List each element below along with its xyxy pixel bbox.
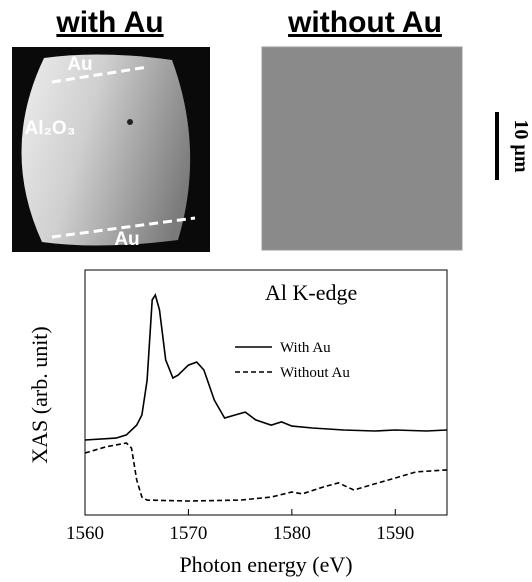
y-axis-label: XAS (arb. unit) (27, 326, 52, 463)
x-tick-label: 1560 (66, 523, 104, 544)
image-label: Au (67, 54, 92, 75)
image-spot (127, 119, 133, 125)
image-label: Al₂O₃ (24, 118, 75, 139)
panel-title: with Au (55, 6, 163, 39)
series-line (85, 443, 447, 501)
annotation: Al K-edge (265, 280, 357, 305)
x-tick-label: 1590 (376, 523, 414, 544)
series-line (85, 295, 447, 440)
legend-label: Without Au (280, 365, 350, 381)
x-axis-label: Photon energy (eV) (179, 552, 352, 577)
x-tick-label: 1570 (169, 523, 207, 544)
figure: with Au without Au Au Al₂O₃ Au 10 µm Al … (0, 0, 532, 582)
image-without-au (262, 47, 462, 250)
x-tick-label: 1580 (273, 523, 311, 544)
panel-title: without Au (287, 6, 442, 39)
image-label: Au (114, 229, 139, 250)
scale-label: 10 µm (510, 119, 532, 173)
plot-frame (85, 270, 447, 515)
legend-label: With Au (280, 340, 331, 356)
